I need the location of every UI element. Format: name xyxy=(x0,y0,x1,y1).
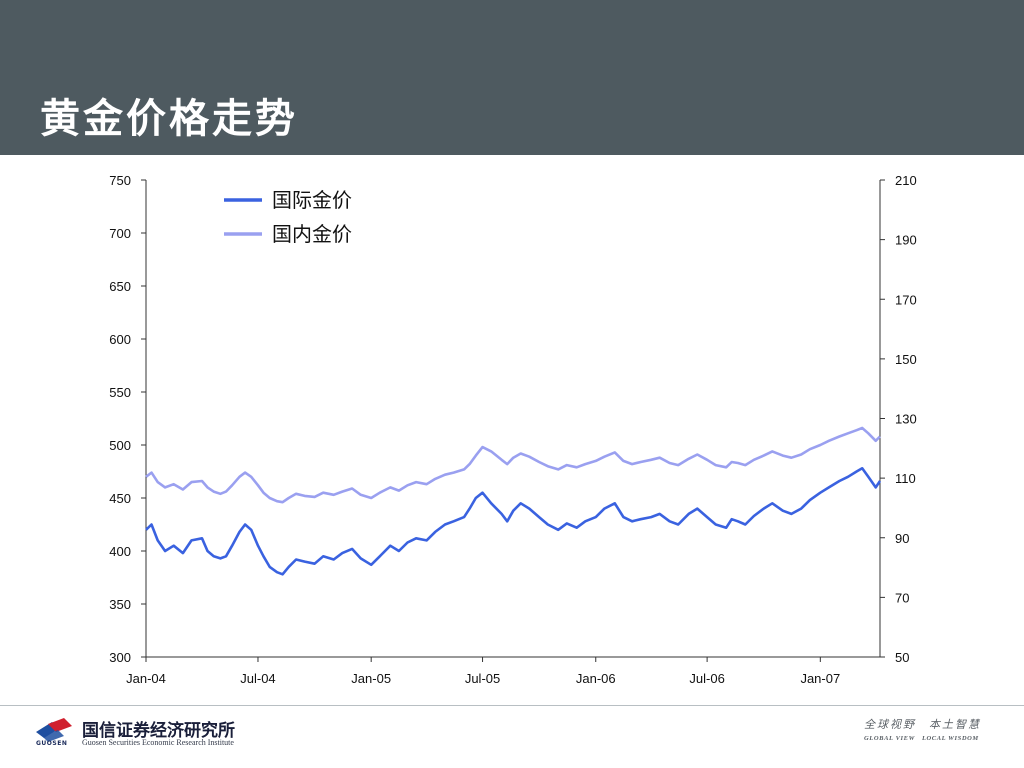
y-tick-label-right: 90 xyxy=(895,531,909,546)
y-tick-label-right: 50 xyxy=(895,650,909,665)
motto-chinese: 全球视野 本土智慧 xyxy=(864,718,981,731)
series-line-international xyxy=(145,467,882,576)
x-tick-label: Jan-07 xyxy=(800,671,840,686)
y-tick-label-left: 600 xyxy=(109,332,131,347)
y-tick-label-right: 150 xyxy=(895,352,917,367)
x-tick-label: Jul-05 xyxy=(465,671,500,686)
y-tick-label-right: 130 xyxy=(895,412,917,427)
logo-text: GUOSEN xyxy=(36,740,68,747)
footer-divider xyxy=(0,705,1024,706)
x-tick-label: Jan-06 xyxy=(576,671,616,686)
y-tick-label-left: 650 xyxy=(109,279,131,294)
y-tick-label-right: 110 xyxy=(895,471,916,486)
y-tick-label-left: 750 xyxy=(109,173,131,188)
x-tick-label: Jan-05 xyxy=(351,671,391,686)
y-tick-label-right: 170 xyxy=(895,292,917,307)
y-tick-label-left: 700 xyxy=(109,226,131,241)
series-line-domestic xyxy=(145,426,881,504)
y-tick-label-left: 500 xyxy=(109,438,131,453)
y-tick-label-left: 300 xyxy=(109,650,131,665)
legend-label: 国内金价 xyxy=(272,222,352,246)
y-tick-label-left: 350 xyxy=(109,597,131,612)
y-tick-label-left: 450 xyxy=(109,491,131,506)
motto-english: GLOBAL VIEW LOCAL WISDOM xyxy=(864,735,979,742)
x-tick-label: Jul-06 xyxy=(689,671,724,686)
x-tick-label: Jul-04 xyxy=(240,671,275,686)
y-tick-label-left: 550 xyxy=(109,385,131,400)
title-bar: 黄金价格走势 xyxy=(0,0,1024,155)
y-tick-label-left: 400 xyxy=(109,544,131,559)
page-title: 黄金价格走势 xyxy=(40,95,298,142)
y-tick-label-right: 210 xyxy=(895,173,917,188)
x-tick-label: Jan-04 xyxy=(126,671,166,686)
gold-price-chart: 300 350 400 450 500 550 600 650 700 750 50 70 90 110 1… xyxy=(109,173,917,686)
y-tick-label-right: 70 xyxy=(895,590,909,605)
org-name-english: Guosen Securities Economic Research Inst… xyxy=(82,738,234,747)
legend-label: 国际金价 xyxy=(272,188,352,212)
y-tick-label-right: 190 xyxy=(895,233,917,248)
guosen-logo-icon xyxy=(36,718,72,742)
org-name: 国信证券经济研究所 xyxy=(82,721,235,741)
